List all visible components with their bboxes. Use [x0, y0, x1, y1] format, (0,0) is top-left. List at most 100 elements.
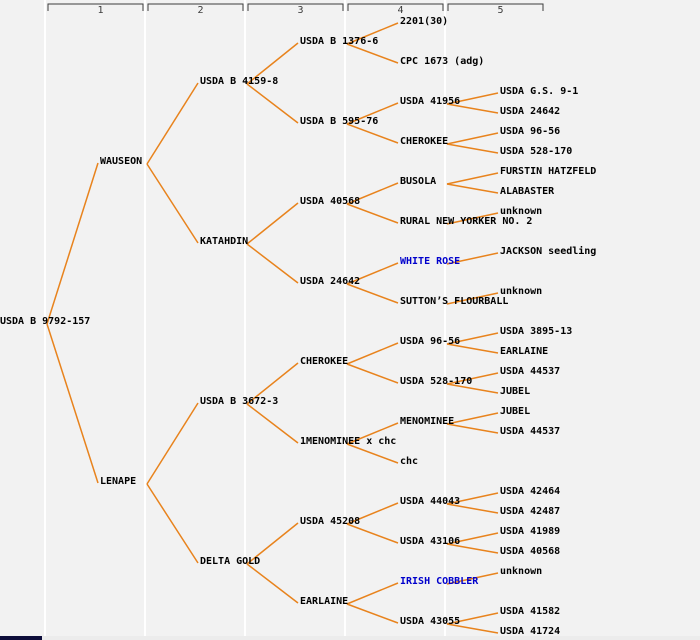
pedigree-edge [446, 252, 499, 265]
generation-ruler-label: 2 [197, 5, 203, 16]
pedigree-edge [246, 243, 299, 284]
tree-node-menominee_x_chc: 1MENOMINEE x chc [300, 436, 397, 447]
generation-ruler-4 [347, 3, 444, 11]
tree-node-wauseon: WAUSEON [100, 156, 143, 167]
tree-node-u41989: USDA 41989 [500, 526, 561, 537]
tree-node-u41724: USDA 41724 [500, 626, 561, 637]
pedigree-edge [446, 532, 499, 545]
pedigree-edge [446, 143, 499, 154]
horizontal-scrollbar-track[interactable] [0, 636, 700, 640]
tree-node-u45208: USDA 45208 [300, 516, 361, 527]
tree-node-u3895_13: USDA 3895-13 [500, 326, 573, 337]
pedigree-edge [346, 582, 399, 605]
tree-node-u96_56_4: USDA 96-56 [400, 336, 461, 347]
tree-node-u44043: USDA 44043 [400, 496, 461, 507]
tree-node-u43055: USDA 43055 [400, 616, 461, 627]
pedigree-edge [446, 183, 499, 194]
tree-node-alabaster: ALABASTER [500, 186, 555, 197]
tree-node-unknown1: unknown [500, 206, 543, 217]
pedigree-edge [446, 343, 499, 354]
pedigree-edge [346, 502, 399, 525]
pedigree-edge [346, 203, 399, 224]
tree-node-jackson: JACKSON seedling [500, 246, 597, 257]
pedigree-edge [446, 172, 499, 185]
tree-node-furstin: FURSTIN HATZFELD [500, 166, 597, 177]
pedigree-edge [346, 22, 399, 45]
pedigree-edge [446, 372, 499, 385]
tree-node-u40568: USDA 40568 [300, 196, 361, 207]
pedigree-edge [446, 543, 499, 554]
tree-node-delta_gold: DELTA GOLD [200, 556, 261, 567]
generation-ruler-label: 5 [497, 5, 503, 16]
tree-node-jubel_a: JUBEL [500, 386, 531, 397]
tree-node-u528_170_4: USDA 528-170 [400, 376, 473, 387]
pedigree-edge [346, 363, 399, 384]
generation-ruler-1 [47, 3, 144, 11]
generation-ruler-label: 4 [397, 5, 403, 16]
pedigree-edge [346, 342, 399, 365]
tree-node-menominee4: MENOMINEE [400, 416, 455, 427]
tree-node-chc: chc [400, 456, 419, 467]
tree-node-earlaine5: EARLAINE [500, 346, 549, 357]
pedigree-edge [346, 603, 399, 624]
tree-node-u41582: USDA 41582 [500, 606, 561, 617]
pedigree-edge [246, 522, 299, 565]
pedigree-edge [246, 42, 299, 85]
tree-node-u41956: USDA 41956 [400, 96, 461, 107]
tree-node-cherokee4: CHEROKEE [400, 136, 449, 147]
pedigree-edge [346, 283, 399, 304]
tree-node-earlaine3: EARLAINE [300, 596, 349, 607]
pedigree-edge [346, 422, 399, 445]
pedigree-edge [246, 563, 299, 604]
tree-node-u24642_5: USDA 24642 [500, 106, 561, 117]
pedigree-edge [246, 362, 299, 405]
generation-ruler-5 [447, 3, 544, 11]
generation-ruler-3 [247, 3, 344, 11]
tree-node-white_rose[interactable]: WHITE ROSE [400, 256, 461, 267]
pedigree-edge [446, 572, 499, 585]
tree-node-busola: BUSOLA [400, 176, 437, 187]
tree-node-irish_cobbler[interactable]: IRISH COBBLER [400, 576, 479, 587]
pedigree-edge [446, 623, 499, 634]
pedigree-edge [346, 102, 399, 125]
tree-node-u44537a: USDA 44537 [500, 366, 561, 377]
pedigree-edge [346, 123, 399, 144]
tree-node-u40568_5: USDA 40568 [500, 546, 561, 557]
pedigree-edge [146, 163, 199, 244]
tree-node-unknown3: unknown [500, 566, 543, 577]
pedigree-edge [446, 332, 499, 345]
tree-node-unknown2: unknown [500, 286, 543, 297]
pedigree-edge [446, 92, 499, 105]
tree-node-u42487: USDA 42487 [500, 506, 561, 517]
horizontal-scrollbar-thumb[interactable] [0, 636, 42, 640]
pedigree-edge [146, 82, 199, 165]
pedigree-edge [246, 202, 299, 245]
tree-node-n2201_30: 2201(30) [400, 16, 449, 27]
pedigree-edge [346, 43, 399, 64]
pedigree-edge [346, 182, 399, 205]
pedigree-edge [146, 402, 199, 485]
generation-ruler-label: 3 [297, 5, 303, 16]
tree-node-u42464: USDA 42464 [500, 486, 561, 497]
pedigree-edge [246, 83, 299, 124]
tree-node-katahdin: KATAHDIN [200, 236, 249, 247]
pedigree-edge [446, 423, 499, 434]
pedigree-edge [346, 262, 399, 285]
tree-node-root: USDA B 9792-157 [0, 316, 91, 327]
generation-ruler-2 [147, 3, 244, 11]
tree-node-b1376_6: USDA B 1376-6 [300, 36, 379, 47]
pedigree-edge [46, 323, 99, 484]
tree-node-b595_76: USDA B 595-76 [300, 116, 379, 127]
pedigree-edge [446, 612, 499, 625]
pedigree-edge [446, 212, 499, 225]
tree-node-u528_170_5: USDA 528-170 [500, 146, 573, 157]
tree-node-lenape: LENAPE [100, 476, 137, 487]
pedigree-edge [246, 403, 299, 444]
pedigree-edge [446, 132, 499, 145]
pedigree-edge [446, 412, 499, 425]
tree-node-suttons: SUTTON’S FLOURBALL [400, 296, 509, 307]
pedigree-edge [446, 503, 499, 514]
tree-node-u43106: USDA 43106 [400, 536, 461, 547]
tree-node-jubel_b: JUBEL [500, 406, 531, 417]
